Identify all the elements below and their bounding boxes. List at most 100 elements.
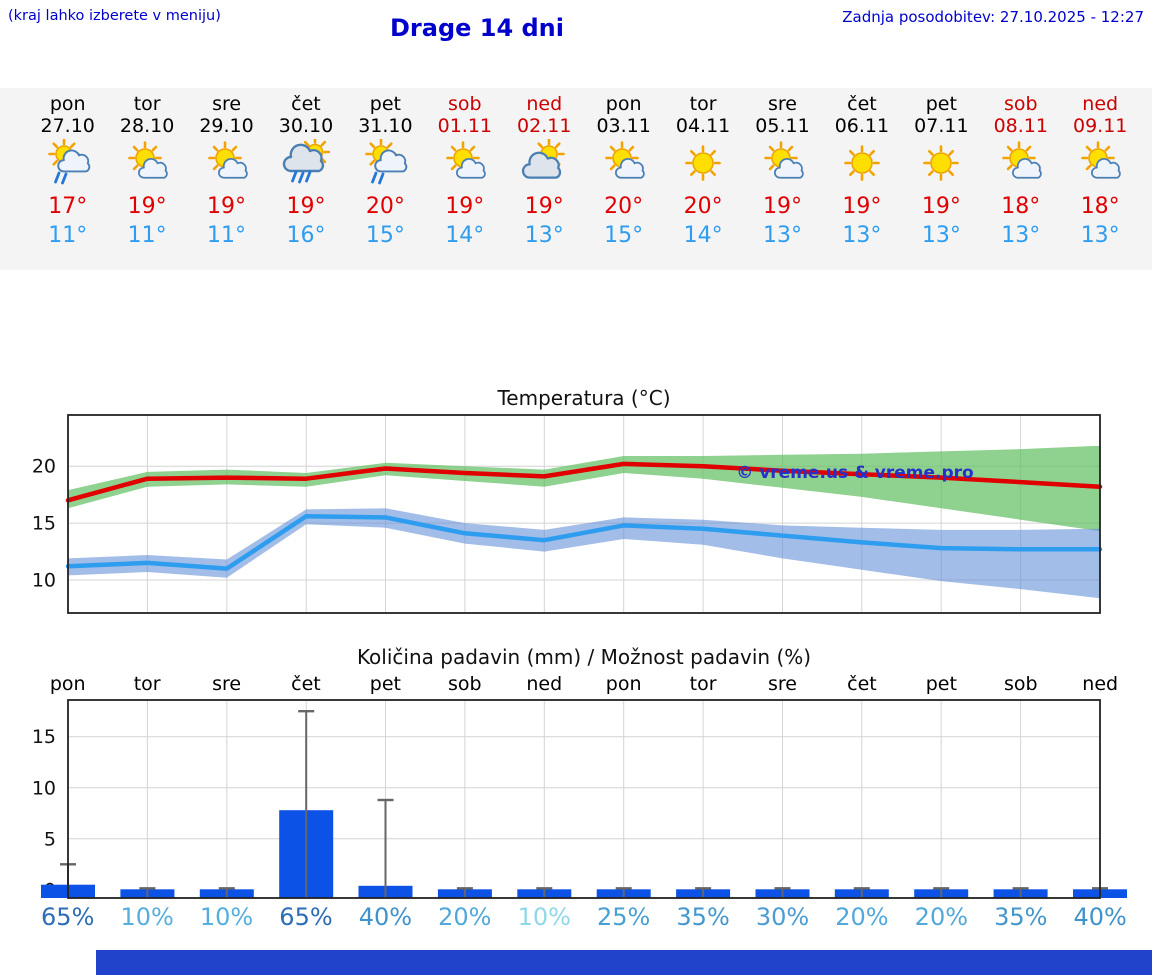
watermark-link[interactable]: © vreme.us & vreme.pro [736,463,973,483]
precip-day-label: ned [526,673,563,695]
day-date: 03.11 [596,115,651,137]
forecast-day-01.11: sob 01.11 19° 14° [425,88,504,270]
day-date: 02.11 [517,115,572,137]
sun-cloud-rain-icon [28,138,107,189]
day-high-temp: 19° [842,194,882,219]
day-date: 08.11 [993,115,1048,137]
precip-probability: 20% [914,903,969,931]
day-name: tor [133,93,161,115]
sun-cloud-icon [743,139,822,189]
precip-day-label: pon [605,673,642,695]
day-high-temp: 20° [604,194,644,219]
day-high-temp: 19° [207,194,247,219]
day-name: ned [526,93,563,115]
day-date: 05.11 [755,115,810,137]
temp-y-tick: 20 [32,456,56,478]
day-date: 06.11 [834,115,890,137]
day-name: čet [847,93,877,115]
precip-probability: 10% [517,903,571,931]
sun-icon [663,139,742,189]
day-low-temp: 16° [286,223,326,248]
forecast-day-08.11: sob 08.11 18° 13° [981,88,1060,270]
precipitation-chart-title: Količina padavin (mm) / Možnost padavin … [356,645,812,669]
precip-day-label: sre [768,673,797,695]
day-date: 01.11 [437,115,493,137]
footer-bar [96,950,1152,975]
day-name: pon [605,93,642,115]
day-low-temp: 14° [683,223,723,248]
day-name: sre [768,93,797,115]
precip-probability: 30% [755,903,810,931]
precip-probability: 40% [1073,903,1127,931]
day-high-temp: 19° [763,194,802,219]
precip-y-tick: 5 [44,828,56,850]
day-low-temp: 13° [763,223,802,248]
min-temperature-band [68,508,1100,599]
forecast-day-04.11: tor 04.11 20° 14° [663,88,742,270]
precip-probability: 40% [358,903,413,931]
sun-cloud-icon [981,139,1060,189]
day-name: pet [369,93,401,115]
min-temperature-line [65,514,1103,571]
forecast-day-02.11: ned 02.11 19° 13° [505,88,584,270]
precip-y-tick: 15 [32,726,56,748]
day-name: pon [49,93,86,115]
day-low-temp: 13° [1080,223,1120,248]
sun-rain-heavy-icon [266,136,345,189]
day-date: 31.10 [358,115,413,137]
temp-y-tick: 15 [32,513,56,535]
page-title: Drage 14 dni [389,14,564,42]
day-low-temp: 14° [445,223,485,248]
day-name: sob [1003,93,1038,115]
day-high-temp: 19° [127,194,167,219]
last-updated: Zadnja posodobitev: 27.10.2025 - 12:27 [842,8,1144,26]
forecast-strip: pon 27.10 17° 11° tor 28.10 19° 11° sre 29.10 1… [0,88,1152,270]
sun-icon [822,139,901,189]
day-low-temp: 11° [127,223,167,248]
day-high-temp: 17° [48,194,88,219]
forecast-day-07.11: pet 07.11 19° 13° [902,88,981,270]
sun-cloud-icon [584,139,663,189]
precip-day-labels: pon tor sre čet pet sob ned pon tor sre čet pet sob n… [0,673,1152,695]
day-low-temp: 15° [365,223,405,248]
day-date: 27.10 [40,115,95,137]
forecast-day-30.10: čet 30.10 19° 16° [266,88,345,270]
day-low-temp: 15° [604,223,644,248]
precip-day-label: sob [448,673,482,695]
day-low-temp: 11° [207,223,247,248]
day-high-temp: 18° [1001,194,1041,219]
sun-cloud-icon [1060,139,1139,189]
day-date: 28.10 [119,115,175,137]
sun-cloud-icon [187,139,266,189]
precip-probability: 65% [279,903,333,931]
precip-day-label: pet [925,673,957,695]
day-high-temp: 19° [286,194,326,219]
precipitation-chart: 051015 [32,699,1127,900]
day-high-temp: 18° [1080,194,1120,219]
precip-probability: 35% [994,903,1048,931]
day-high-temp: 20° [365,194,405,219]
day-date: 29.10 [199,115,254,137]
precip-day-label: sob [1003,673,1038,695]
cloud-sun-icon [505,138,584,189]
forecast-day-27.10: pon 27.10 17° 11° [28,88,107,270]
forecast-day-05.11: sre 05.11 19° 13° [743,88,822,270]
forecast-day-29.10: sre 29.10 19° 11° [187,88,266,270]
precip-day-label: pon [49,673,86,695]
precip-day-label: pet [369,673,401,695]
sun-cloud-rain-icon [346,138,425,189]
temp-y-tick: 10 [32,570,56,592]
day-date: 30.10 [278,115,334,137]
precip-day-label: čet [291,673,321,695]
day-high-temp: 19° [524,194,564,219]
day-name: tor [689,93,717,115]
temperature-chart-title: Temperatura (°C) [497,386,671,410]
day-date: 04.11 [675,115,731,137]
day-low-temp: 13° [524,223,564,248]
day-low-temp: 11° [48,223,88,248]
day-low-temp: 13° [921,223,961,248]
day-name: pet [925,93,957,115]
sun-icon [902,139,981,189]
temperature-chart: 10 15 20 © vreme.us & vreme.pro [32,414,1103,614]
forecast-day-09.11: ned 09.11 18° 13° [1060,88,1139,270]
